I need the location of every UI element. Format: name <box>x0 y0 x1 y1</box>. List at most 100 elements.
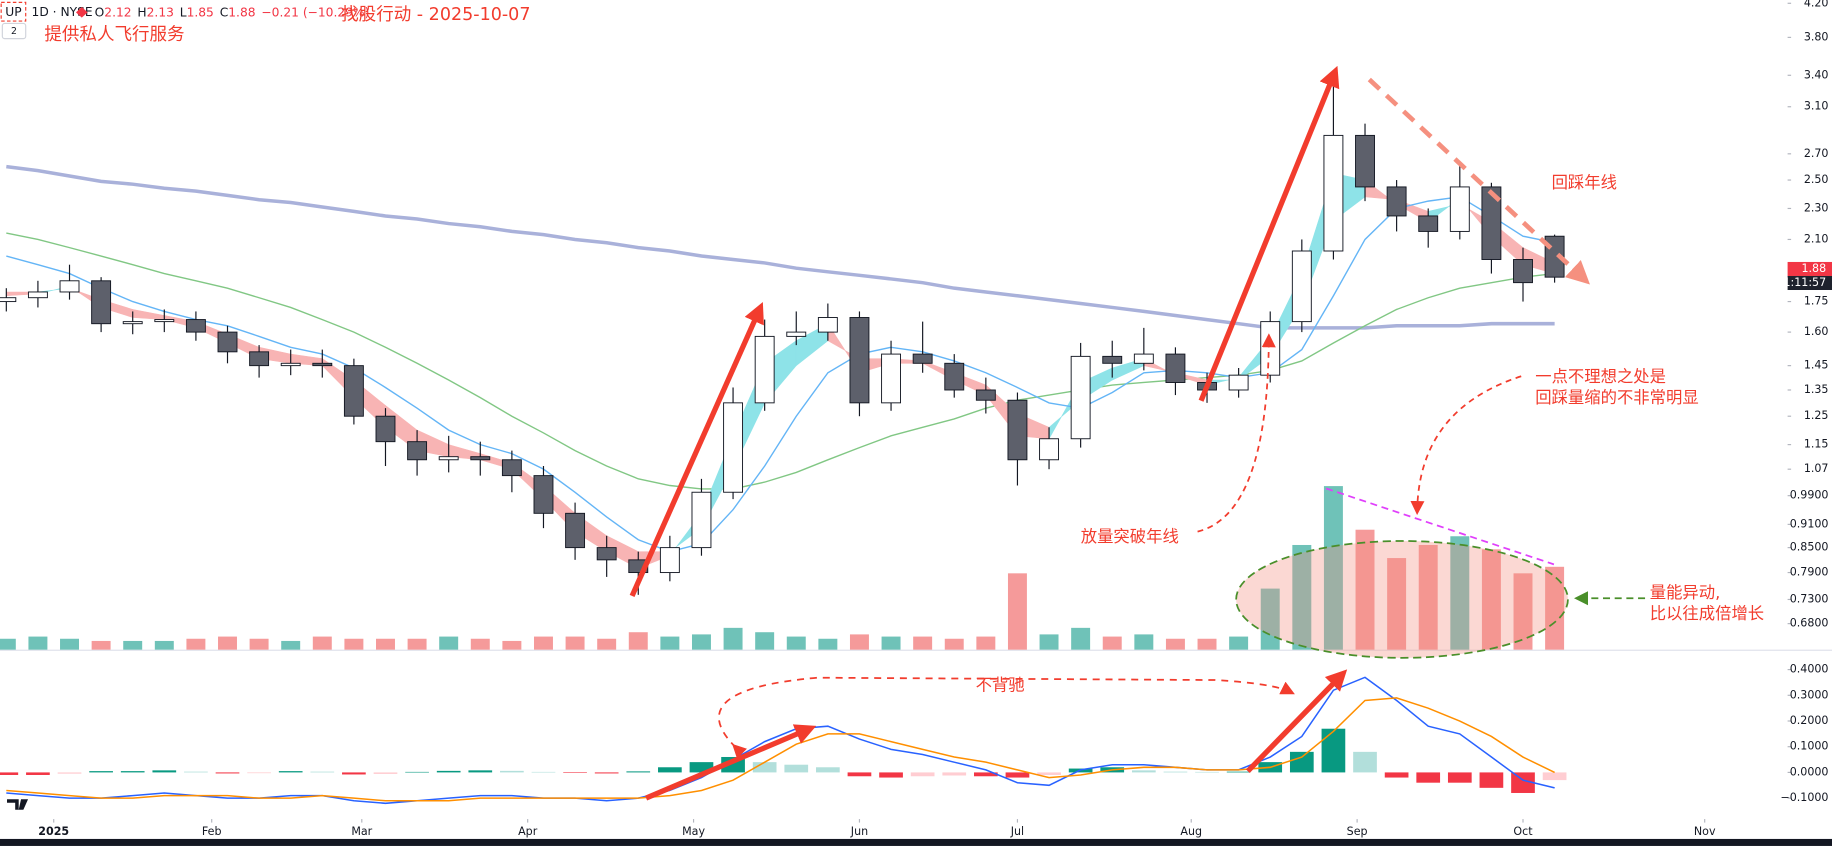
candle-body <box>59 280 80 293</box>
countdown-label: 01:11:57 <box>1776 276 1826 289</box>
macd-histogram-bar <box>1416 772 1441 783</box>
symbol-box[interactable] <box>0 1 27 22</box>
y-tick-label: 2.10 <box>1804 232 1829 245</box>
candle-body <box>1260 321 1281 376</box>
macd-histogram-bar <box>57 772 82 774</box>
candle-body <box>691 491 712 549</box>
indicator-count[interactable]: 2 <box>11 26 17 37</box>
candle-body <box>1386 186 1407 217</box>
macd-histogram-bar <box>342 772 366 775</box>
candle-body <box>312 362 333 367</box>
volume-bar <box>913 636 933 650</box>
y-tick-label: 0.3000 <box>1790 688 1829 701</box>
macd-histogram-bar <box>120 771 145 773</box>
macd-histogram-bar <box>879 772 903 778</box>
trend-arrow <box>629 301 764 597</box>
y-tick-label: 1.75 <box>1804 295 1829 308</box>
volume-bar <box>755 632 775 650</box>
y-tick-label: 4.20 <box>1804 0 1829 9</box>
volume-bar <box>849 634 869 650</box>
volume-bar <box>186 638 206 650</box>
macd-histogram-bar <box>1289 751 1314 773</box>
annotation: 放量突破年线 <box>1081 527 1179 546</box>
x-tick-label: Jun <box>850 825 868 838</box>
candle-body <box>1355 134 1375 188</box>
x-tick-label: Oct <box>1513 825 1533 838</box>
y-tick-label: 0.8500 <box>1790 541 1829 554</box>
volume-bar <box>1039 634 1059 650</box>
last-price-label: 1.88 <box>1801 262 1826 275</box>
volume-bar <box>123 640 143 650</box>
candle-body <box>280 362 301 367</box>
candle-body <box>1070 355 1091 440</box>
volume-bar <box>1387 558 1407 650</box>
y-tick-label: 1.60 <box>1804 325 1829 338</box>
y-tick-label: 3.10 <box>1804 100 1829 113</box>
candle-body <box>944 362 965 391</box>
moving-average-line <box>6 164 1555 330</box>
candle-body <box>1323 134 1344 252</box>
divergence-arc <box>718 676 1295 759</box>
annotation: 比以往成倍增长 <box>1650 604 1764 623</box>
subtitle: 提供私人飞行服务 <box>44 25 184 45</box>
candle-body <box>1007 399 1028 461</box>
volume-bar <box>1071 627 1091 650</box>
y-tick-label: 3.40 <box>1804 68 1829 81</box>
macd-histogram-bar <box>1542 772 1567 781</box>
candle-body <box>754 335 775 404</box>
y-tick-label: 1.25 <box>1804 409 1829 422</box>
macd-histogram-bar <box>1005 772 1030 778</box>
symbol[interactable]: UP <box>5 5 21 19</box>
candle-body <box>185 319 206 333</box>
y-tick-label: 2.30 <box>1804 201 1829 214</box>
x-tick-label: Sep <box>1347 825 1368 838</box>
volume-bar <box>1418 544 1438 650</box>
candle-body <box>217 331 238 353</box>
candle-body <box>470 456 491 461</box>
macd-histogram-bar <box>847 772 872 777</box>
candle-body <box>407 441 428 461</box>
title: 找股行动 - 2025-10-07 <box>341 5 530 25</box>
macd-histogram-bar <box>563 772 587 773</box>
volume-bar <box>312 636 332 650</box>
last-price-box <box>1787 261 1832 276</box>
volume-bar <box>723 627 743 650</box>
logo[interactable] <box>7 799 29 810</box>
y-tick-label: 2.70 <box>1804 147 1829 160</box>
macd-histogram-bar <box>0 772 19 775</box>
macd-histogram-bar <box>152 770 177 773</box>
candle-body <box>786 331 807 337</box>
macd-histogram-bar <box>973 772 998 777</box>
candle-body <box>975 389 996 401</box>
volume-bar <box>1323 486 1343 650</box>
volume-bar <box>1513 573 1533 650</box>
candle-body <box>438 456 459 461</box>
annotation: 一点不理想之处是 <box>1535 367 1666 386</box>
interval-exchange: 1D · NYSE <box>32 5 93 19</box>
volume-bar <box>344 638 364 650</box>
volume-bar <box>881 636 901 650</box>
volume-bar <box>628 632 648 650</box>
candle-body <box>1102 355 1123 364</box>
macd-histogram-bar <box>594 772 619 774</box>
y-tick-label: 0.1000 <box>1790 740 1829 753</box>
macd-histogram-bar <box>942 772 967 776</box>
moving-average-line <box>6 232 1555 490</box>
macd-histogram-bar <box>1321 728 1346 773</box>
volume-bar <box>1165 638 1185 650</box>
candle-body <box>1481 186 1502 260</box>
y-tick-label: 1.07 <box>1804 462 1829 475</box>
macd-histogram-bar <box>184 771 208 773</box>
x-tick-label: Apr <box>518 825 538 838</box>
y-tick-label: 0.7900 <box>1790 566 1829 579</box>
dashed-trend-arrow <box>1367 77 1590 285</box>
macd-histogram-bar <box>1195 771 1219 773</box>
indicator-toggle[interactable] <box>1 22 27 40</box>
volume-bar <box>1450 536 1470 650</box>
macd-histogram-bar <box>468 770 493 773</box>
volume-bar <box>1292 544 1312 650</box>
x-tick-label: Jul <box>1010 825 1024 838</box>
candle-body <box>375 415 396 443</box>
